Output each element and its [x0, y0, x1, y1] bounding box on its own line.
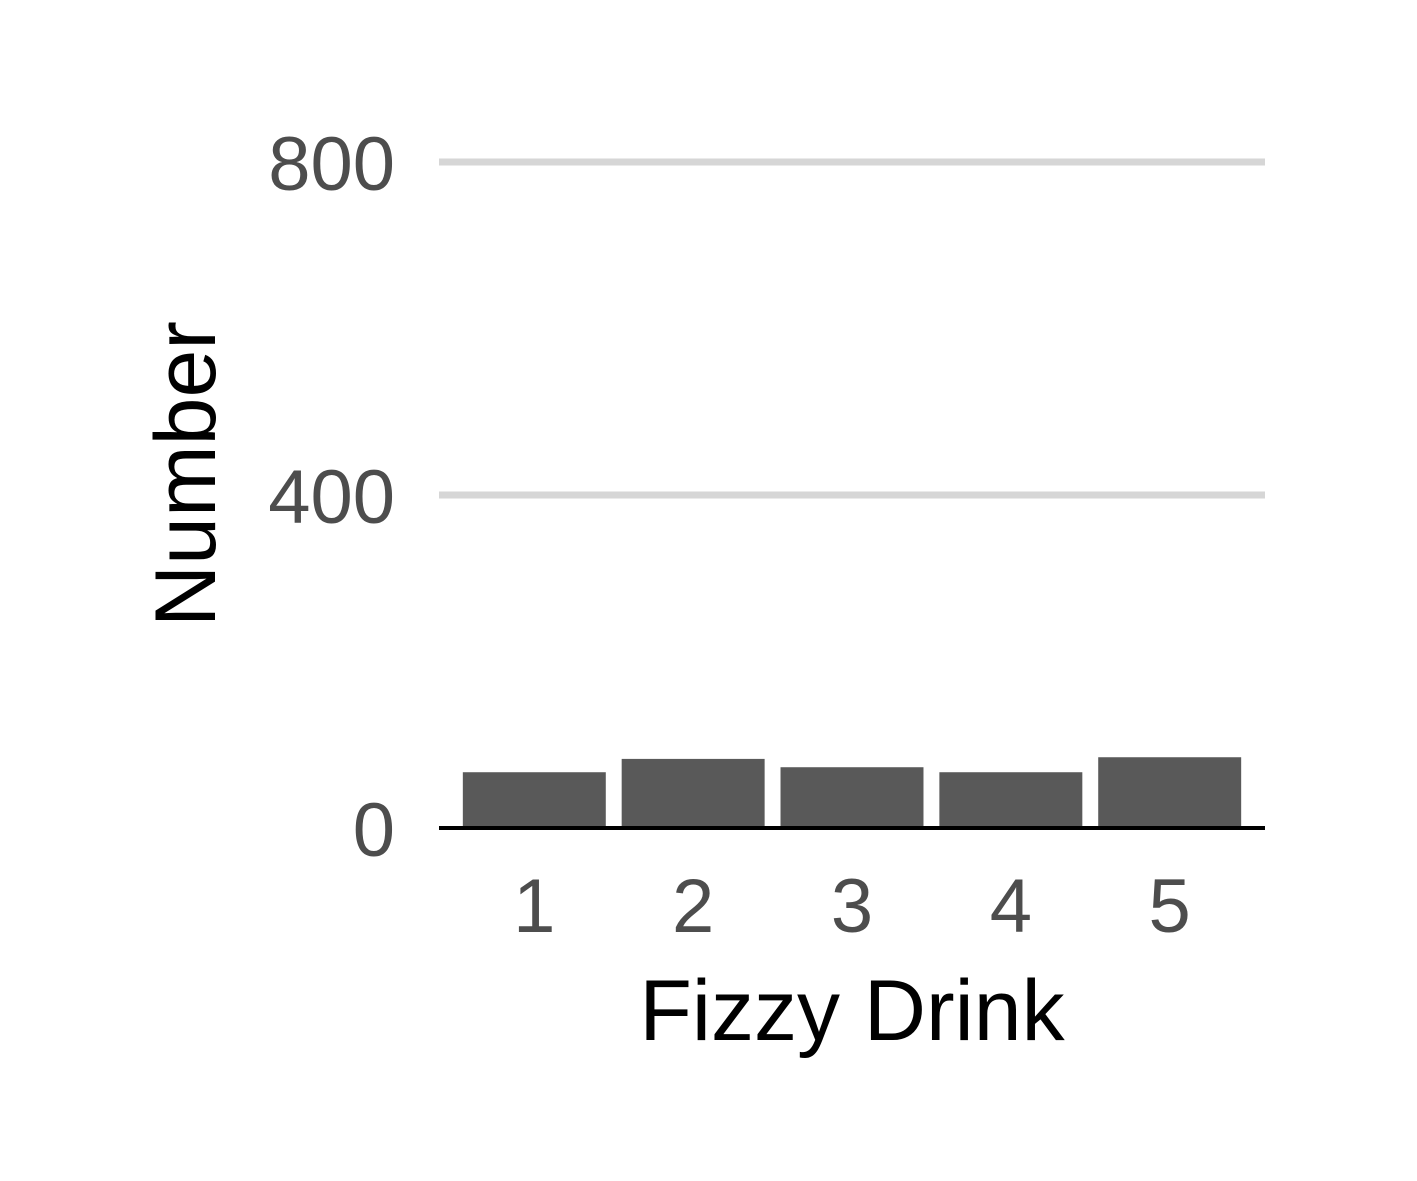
gridlines [439, 158, 1265, 499]
x-tick-label: 1 [513, 864, 555, 949]
x-tick-label: 4 [990, 864, 1032, 949]
y-axis-title: Number [138, 321, 234, 627]
x-axis-title: Fizzy Drink [639, 963, 1065, 1059]
x-tick-labels: 1 2 3 4 5 [513, 864, 1191, 949]
x-tick-label: 5 [1149, 864, 1191, 949]
y-tick-label: 400 [268, 455, 395, 540]
bar-5 [1098, 757, 1242, 828]
bar-1 [462, 772, 606, 828]
x-tick-label: 3 [831, 864, 873, 949]
y-tick-labels: 0 400 800 [268, 122, 395, 873]
x-tick-label: 2 [672, 864, 714, 949]
bars [462, 757, 1242, 828]
bar-2 [621, 758, 765, 828]
y-tick-label: 0 [353, 788, 395, 873]
bar-3 [780, 767, 924, 828]
bar-4 [939, 772, 1083, 828]
y-tick-label: 800 [268, 122, 395, 207]
